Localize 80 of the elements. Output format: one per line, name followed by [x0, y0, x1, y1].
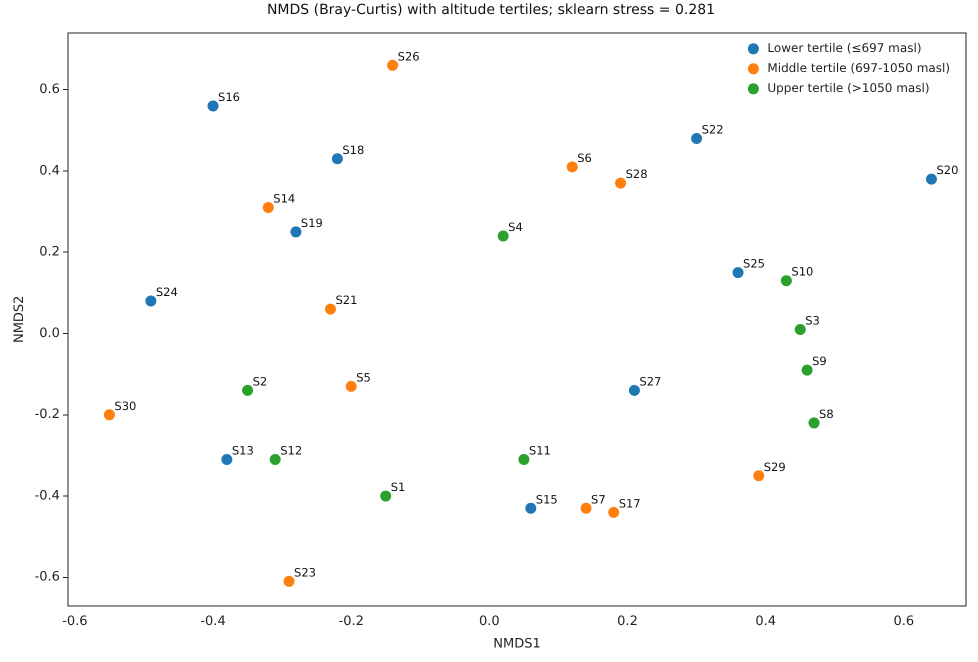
annotation: S27 — [639, 374, 662, 388]
point — [615, 178, 626, 189]
annotation: S14 — [273, 192, 296, 206]
x-tick-label: 0.0 — [479, 614, 500, 629]
point — [387, 60, 398, 71]
point — [284, 576, 295, 587]
annotation: S26 — [398, 49, 420, 64]
annotation: S18 — [342, 142, 364, 157]
point — [145, 296, 156, 307]
point — [332, 153, 343, 164]
x-axis-title: NMDS1 — [493, 636, 541, 652]
annotation: S5 — [356, 370, 371, 384]
x-tick-label: -0.4 — [200, 614, 226, 629]
annotation: S16 — [218, 90, 240, 104]
y-tick-label: -0.2 — [34, 407, 60, 422]
point — [221, 454, 232, 465]
point — [794, 324, 806, 335]
point — [808, 417, 820, 428]
annotation: S15 — [536, 492, 558, 506]
point — [802, 364, 813, 376]
legend-label: Upper tertile (>1050 masl) — [767, 80, 930, 95]
y-tick-label: 0.4 — [39, 163, 60, 178]
annotation: S20 — [936, 163, 958, 178]
annotation: S8 — [819, 406, 834, 421]
point — [380, 490, 392, 502]
point — [270, 454, 281, 465]
point — [525, 502, 536, 514]
point — [324, 304, 336, 315]
point — [208, 100, 219, 112]
point — [498, 230, 509, 242]
annotation: S22 — [702, 122, 724, 136]
legend-label: Lower tertile (≤697 masl) — [767, 40, 922, 55]
y-axis-title: NMDS2 — [12, 296, 28, 344]
annotation: S3 — [805, 313, 820, 328]
point — [691, 132, 702, 144]
y-tick-label: -0.4 — [34, 488, 60, 504]
y-tick-label: -0.6 — [34, 570, 60, 585]
y-tick-label: 0.6 — [39, 82, 60, 98]
point — [926, 174, 937, 185]
annotation: S30 — [114, 398, 136, 413]
point — [242, 384, 254, 396]
point — [104, 409, 115, 420]
point — [753, 470, 764, 482]
annotation: S23 — [294, 565, 316, 580]
x-tick-label: -0.6 — [62, 614, 88, 629]
point — [732, 267, 744, 278]
point — [346, 380, 357, 392]
annotation: S24 — [156, 285, 178, 300]
y-tick-label: 0.0 — [39, 326, 60, 341]
annotation: S19 — [300, 216, 323, 230]
point — [580, 502, 592, 514]
annotation: S10 — [791, 264, 814, 279]
annotation: S2 — [252, 374, 268, 388]
annotation: S1 — [390, 480, 406, 494]
annotation: S28 — [626, 167, 648, 182]
annotation: S21 — [335, 293, 358, 308]
legend-label: Middle tertile (697-1050 masl) — [767, 60, 950, 75]
point — [780, 275, 792, 286]
x-tick-label: 0.6 — [893, 614, 914, 629]
annotation: S11 — [528, 444, 551, 458]
point — [290, 226, 302, 238]
x-tick-label: 0.2 — [617, 614, 638, 629]
point — [608, 506, 620, 518]
x-tick-label: 0.4 — [755, 614, 776, 629]
annotation: S29 — [764, 460, 786, 474]
annotation: S12 — [280, 444, 302, 458]
point — [566, 161, 578, 172]
x-tick-label: -0.2 — [338, 614, 364, 629]
chart-title: NMDS (Bray-Curtis) with altitude tertiles; sklearn stress = 0.281 — [266, 2, 716, 18]
annotation: S25 — [743, 256, 765, 271]
annotation: S6 — [577, 150, 592, 165]
annotation: S17 — [618, 496, 641, 510]
annotation: S13 — [232, 444, 254, 458]
annotation: S7 — [591, 492, 606, 506]
annotation: S4 — [508, 220, 523, 234]
point — [628, 384, 640, 396]
point — [518, 454, 530, 465]
annotation: S9 — [812, 354, 827, 368]
y-tick-label: 0.2 — [39, 244, 60, 260]
point — [262, 202, 274, 214]
